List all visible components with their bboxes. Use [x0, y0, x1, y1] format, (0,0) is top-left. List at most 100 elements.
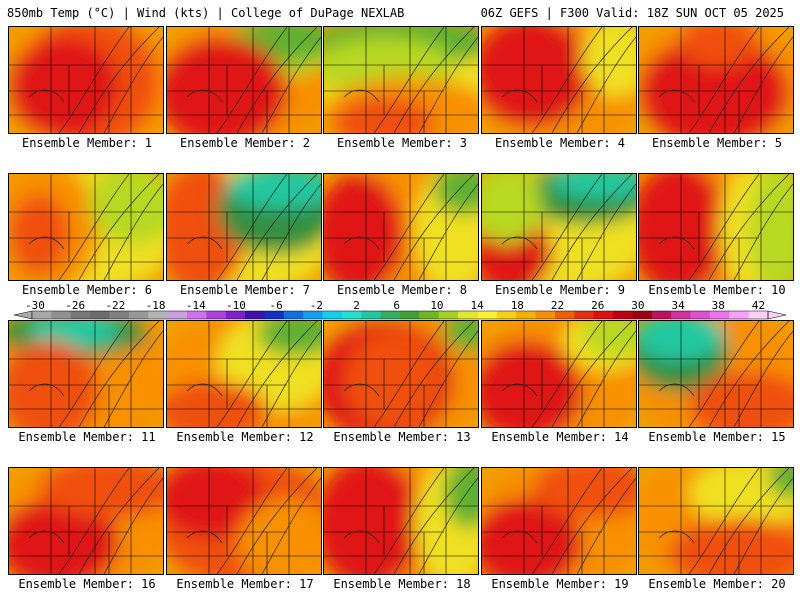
state-boundaries [324, 174, 478, 280]
colorbar-swatch [264, 311, 285, 319]
colorbar-swatch [709, 311, 730, 319]
colorbar-max-arrow [767, 310, 786, 320]
state-boundaries [9, 321, 163, 427]
ensemble-member-map-2 [166, 26, 322, 134]
colorbar-swatch [70, 311, 91, 319]
colorbar-tick-label: 38 [712, 300, 725, 312]
colorbar-swatch [128, 311, 149, 319]
colorbar-tick-label: -10 [226, 300, 246, 312]
temperature-field [324, 174, 478, 280]
ensemble-member-map-3 [323, 26, 479, 134]
colorbar-swatch [554, 311, 575, 319]
ensemble-member-label: Ensemble Member: 13 [333, 430, 471, 444]
temperature-field [324, 468, 478, 574]
colorbar-tick-label: 34 [671, 300, 685, 312]
ensemble-member-map-12 [166, 320, 322, 428]
height-contours [343, 321, 478, 427]
colorbar-swatch [90, 311, 110, 319]
colorbar-swatch [51, 311, 72, 319]
height-contours [658, 468, 793, 574]
height-contours [28, 321, 163, 427]
height-contours [501, 468, 636, 574]
ensemble-member-map-17 [166, 467, 322, 575]
height-contours [343, 174, 478, 280]
colorbar-tick-label: 10 [430, 300, 443, 312]
colorbar-tick-label: -18 [146, 300, 166, 312]
temperature-field [324, 321, 478, 427]
ensemble-member-map-19 [481, 467, 637, 575]
ensemble-member-map-10 [638, 173, 794, 281]
colorbar-swatch [419, 311, 440, 319]
colorbar-tick-label: -22 [105, 300, 125, 312]
ensemble-member-label: Ensemble Member: 12 [176, 430, 314, 444]
colorbar-tick-label: 22 [551, 300, 564, 312]
colorbar-tick-label: 2 [353, 300, 360, 312]
colorbar-swatch [167, 311, 188, 319]
colorbar-swatch [400, 311, 420, 319]
ensemble-member-map-9 [481, 173, 637, 281]
ensemble-member-label: Ensemble Member: 16 [18, 577, 156, 591]
temperature-colorbar: -30 -26 -22 -18 -14 -10 -6 -2 2 6 10 14 18 22 26 30 34 38… [14, 300, 786, 320]
height-contours [343, 468, 478, 574]
state-boundaries [482, 468, 636, 574]
colorbar-swatch [225, 311, 246, 319]
colorbar-tick-label: 14 [471, 300, 485, 312]
map-title: 850mb Temp (°C) | Wind (kts) | College o… [7, 6, 405, 20]
ensemble-member-label: Ensemble Member: 3 [336, 136, 468, 150]
temperature-field [482, 174, 636, 280]
ensemble-member-map-11 [8, 320, 164, 428]
height-contours [186, 468, 321, 574]
colorbar-swatch [341, 311, 362, 319]
height-contours [658, 27, 793, 133]
ensemble-member-label: Ensemble Member: 19 [491, 577, 629, 591]
ensemble-member-map-1 [8, 26, 164, 134]
colorbar-swatch [496, 311, 517, 319]
colorbar-tick-label: -14 [186, 300, 206, 312]
colorbar-swatch [186, 311, 207, 319]
colorbar-swatch [322, 311, 343, 319]
height-contours [658, 174, 793, 280]
temperature-field [324, 27, 478, 133]
colorbar-swatch [671, 311, 692, 319]
temperature-field [639, 27, 793, 133]
height-contours [28, 174, 163, 280]
temperature-field [167, 468, 321, 574]
colorbar-swatch [361, 311, 382, 319]
colorbar-tick-label: 6 [393, 300, 400, 312]
ensemble-member-label: Ensemble Member: 17 [176, 577, 314, 591]
temperature-field [482, 27, 636, 133]
ensemble-member-map-8 [323, 173, 479, 281]
colorbar-swatch [477, 311, 498, 319]
colorbar-swatch [574, 311, 595, 319]
state-boundaries [324, 27, 478, 133]
colorbar-min-arrow [14, 310, 33, 320]
height-contours [658, 321, 793, 427]
temperature-field [9, 468, 163, 574]
state-boundaries [167, 174, 321, 280]
ensemble-member-map-5 [638, 26, 794, 134]
state-boundaries [9, 174, 163, 280]
colorbar-swatch [651, 311, 672, 319]
height-contours [343, 27, 478, 133]
colorbar-swatch [148, 311, 169, 319]
height-contours [501, 174, 636, 280]
state-boundaries [167, 468, 321, 574]
colorbar-swatch [380, 311, 401, 319]
state-boundaries [167, 321, 321, 427]
colorbar-tick-label: -30 [25, 300, 45, 312]
temperature-field [482, 321, 636, 427]
colorbar-swatch [613, 311, 633, 319]
colorbar-swatch [690, 311, 711, 319]
height-contours [186, 174, 321, 280]
ensemble-member-map-20 [638, 467, 794, 575]
temperature-field [9, 321, 163, 427]
model-run-info: 06Z GEFS | F300 Valid: 18Z SUN OCT 05 20… [480, 6, 784, 20]
temperature-field [639, 321, 793, 427]
colorbar-tick-label: 18 [511, 300, 524, 312]
colorbar-swatch [593, 311, 614, 319]
temperature-field [9, 174, 163, 280]
height-contours [28, 27, 163, 133]
colorbar-swatch [283, 311, 304, 319]
height-contours [186, 321, 321, 427]
colorbar-swatch [32, 311, 52, 319]
